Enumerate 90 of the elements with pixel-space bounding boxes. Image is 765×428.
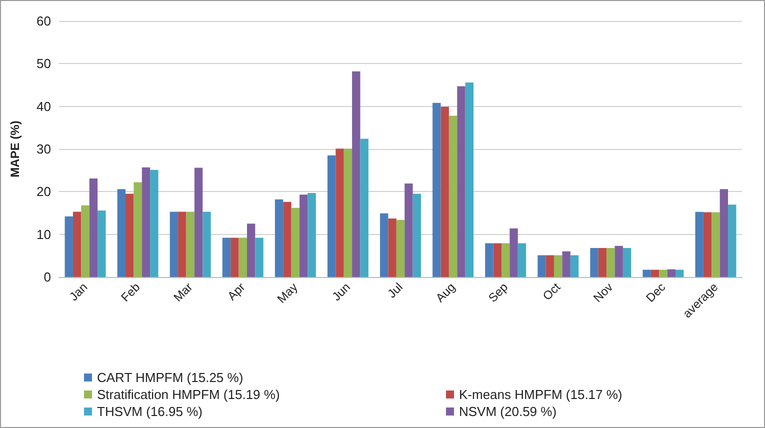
bar [598, 248, 607, 277]
bar [465, 82, 474, 277]
bar [178, 212, 186, 277]
bar [404, 184, 413, 277]
bar [440, 106, 449, 277]
bar [117, 189, 126, 277]
bar [493, 243, 502, 277]
bar [81, 205, 90, 277]
bar [194, 168, 203, 277]
bar [89, 178, 98, 277]
y-tick-label: 60 [36, 14, 51, 28]
legend-label: THSVM (16.95 %) [97, 404, 202, 419]
y-tick-label: 40 [36, 98, 51, 114]
bar [412, 194, 421, 277]
y-tick-label: 20 [36, 184, 51, 200]
bar [562, 251, 570, 277]
bar [590, 248, 598, 277]
bar [170, 212, 178, 277]
bar [396, 220, 405, 277]
x-tick-label: Dec [643, 280, 668, 306]
bar [336, 148, 344, 277]
x-tick-label: Apr [224, 280, 248, 304]
bar [352, 71, 360, 277]
legend-label: Stratification HMPFM (15.19 %) [97, 387, 280, 402]
legend-label: K-means HMPFM (15.17 %) [459, 387, 622, 402]
y-axis-title: MAPE (%) [8, 120, 22, 178]
x-tick-label: Jun [329, 280, 353, 304]
bar [432, 102, 441, 277]
bar [703, 212, 712, 277]
bar [388, 218, 396, 277]
bar [448, 116, 458, 277]
bar [291, 208, 300, 277]
bar [622, 248, 632, 277]
y-tick-label: 50 [36, 56, 51, 72]
bar [380, 213, 388, 277]
bar [126, 194, 134, 277]
bar [712, 212, 720, 277]
bar [344, 148, 352, 277]
bar [246, 224, 256, 277]
bar [274, 199, 284, 277]
x-tick-label: Jul [384, 280, 406, 301]
bar [255, 238, 264, 277]
bar [202, 212, 211, 277]
x-tick-label: May [274, 280, 300, 306]
bar [457, 86, 466, 277]
bar [614, 246, 623, 277]
bar [538, 255, 546, 277]
bar [222, 238, 231, 277]
bar [360, 138, 368, 277]
bar [327, 155, 336, 277]
bar [230, 238, 239, 277]
bar [518, 243, 526, 277]
legend-label: NSVM (20.59 %) [459, 404, 557, 419]
x-tick-label: Sep [486, 280, 511, 306]
bar [283, 202, 292, 277]
bar [150, 170, 158, 277]
bar [546, 255, 554, 277]
bar [142, 167, 150, 277]
bar [554, 255, 562, 277]
bar [695, 212, 704, 277]
x-tick-label: Aug [433, 280, 458, 306]
bar [300, 194, 308, 277]
bar [659, 270, 668, 277]
x-tick-label: Feb [118, 280, 143, 305]
legend-label: CART HMPFM (15.25 %) [97, 370, 244, 385]
bar [675, 270, 684, 277]
bar [720, 189, 728, 277]
x-tick-label: Nov [590, 280, 616, 306]
bar [728, 204, 736, 277]
bar [606, 248, 615, 277]
bar [667, 269, 676, 277]
bar [134, 182, 142, 277]
y-tick-label: 10 [36, 226, 51, 242]
bar [186, 212, 194, 277]
bar [308, 192, 316, 277]
x-tick-label: Jan [66, 280, 90, 304]
bar [64, 216, 73, 277]
bar [485, 243, 494, 277]
bar [650, 270, 660, 277]
x-tick-label: Oct [540, 280, 564, 304]
bar [98, 210, 106, 277]
bar [72, 212, 82, 277]
bar [642, 270, 651, 277]
y-tick-label: 30 [36, 142, 51, 156]
bar [510, 228, 518, 277]
x-tick-label: Mar [170, 280, 196, 305]
bar [501, 243, 510, 277]
y-tick-label: 0 [44, 270, 51, 284]
bar [238, 238, 247, 277]
bar [570, 255, 579, 277]
